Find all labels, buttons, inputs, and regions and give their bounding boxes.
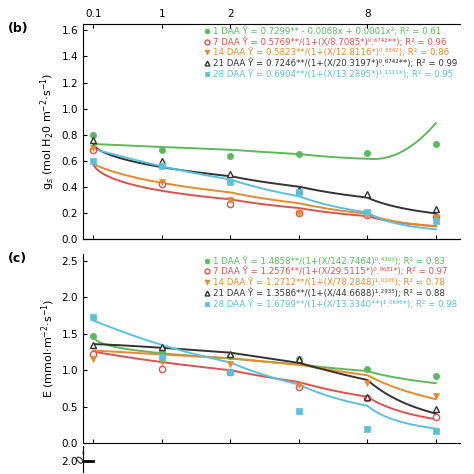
Legend: 1 DAA Ŷ = 0.7299** - 0.0068x + 0.0001x²; R² = 0.61, 7 DAA Ŷ = 0.5769**/(1+(X/8.7: 1 DAA Ŷ = 0.7299** - 0.0068x + 0.0001x²;… — [202, 26, 458, 80]
Legend: 1 DAA Ŷ = 1.4858**/(1+(X/142.7464)⁰.⁴³⁰⁹); R² = 0.83, 7 DAA Ŷ = 1.2576**/(1+(X/2: 1 DAA Ŷ = 1.4858**/(1+(X/142.7464)⁰.⁴³⁰⁹… — [203, 255, 458, 310]
Y-axis label: g$_s$ (mol H$_2$0 m$^{-2}$·s$^{-1}$): g$_s$ (mol H$_2$0 m$^{-2}$·s$^{-1}$) — [39, 73, 57, 190]
Text: (b): (b) — [8, 21, 28, 35]
Text: (c): (c) — [8, 252, 27, 264]
Y-axis label: E (mmol·m$^{-2}$·s$^{-1}$): E (mmol·m$^{-2}$·s$^{-1}$) — [40, 299, 57, 398]
